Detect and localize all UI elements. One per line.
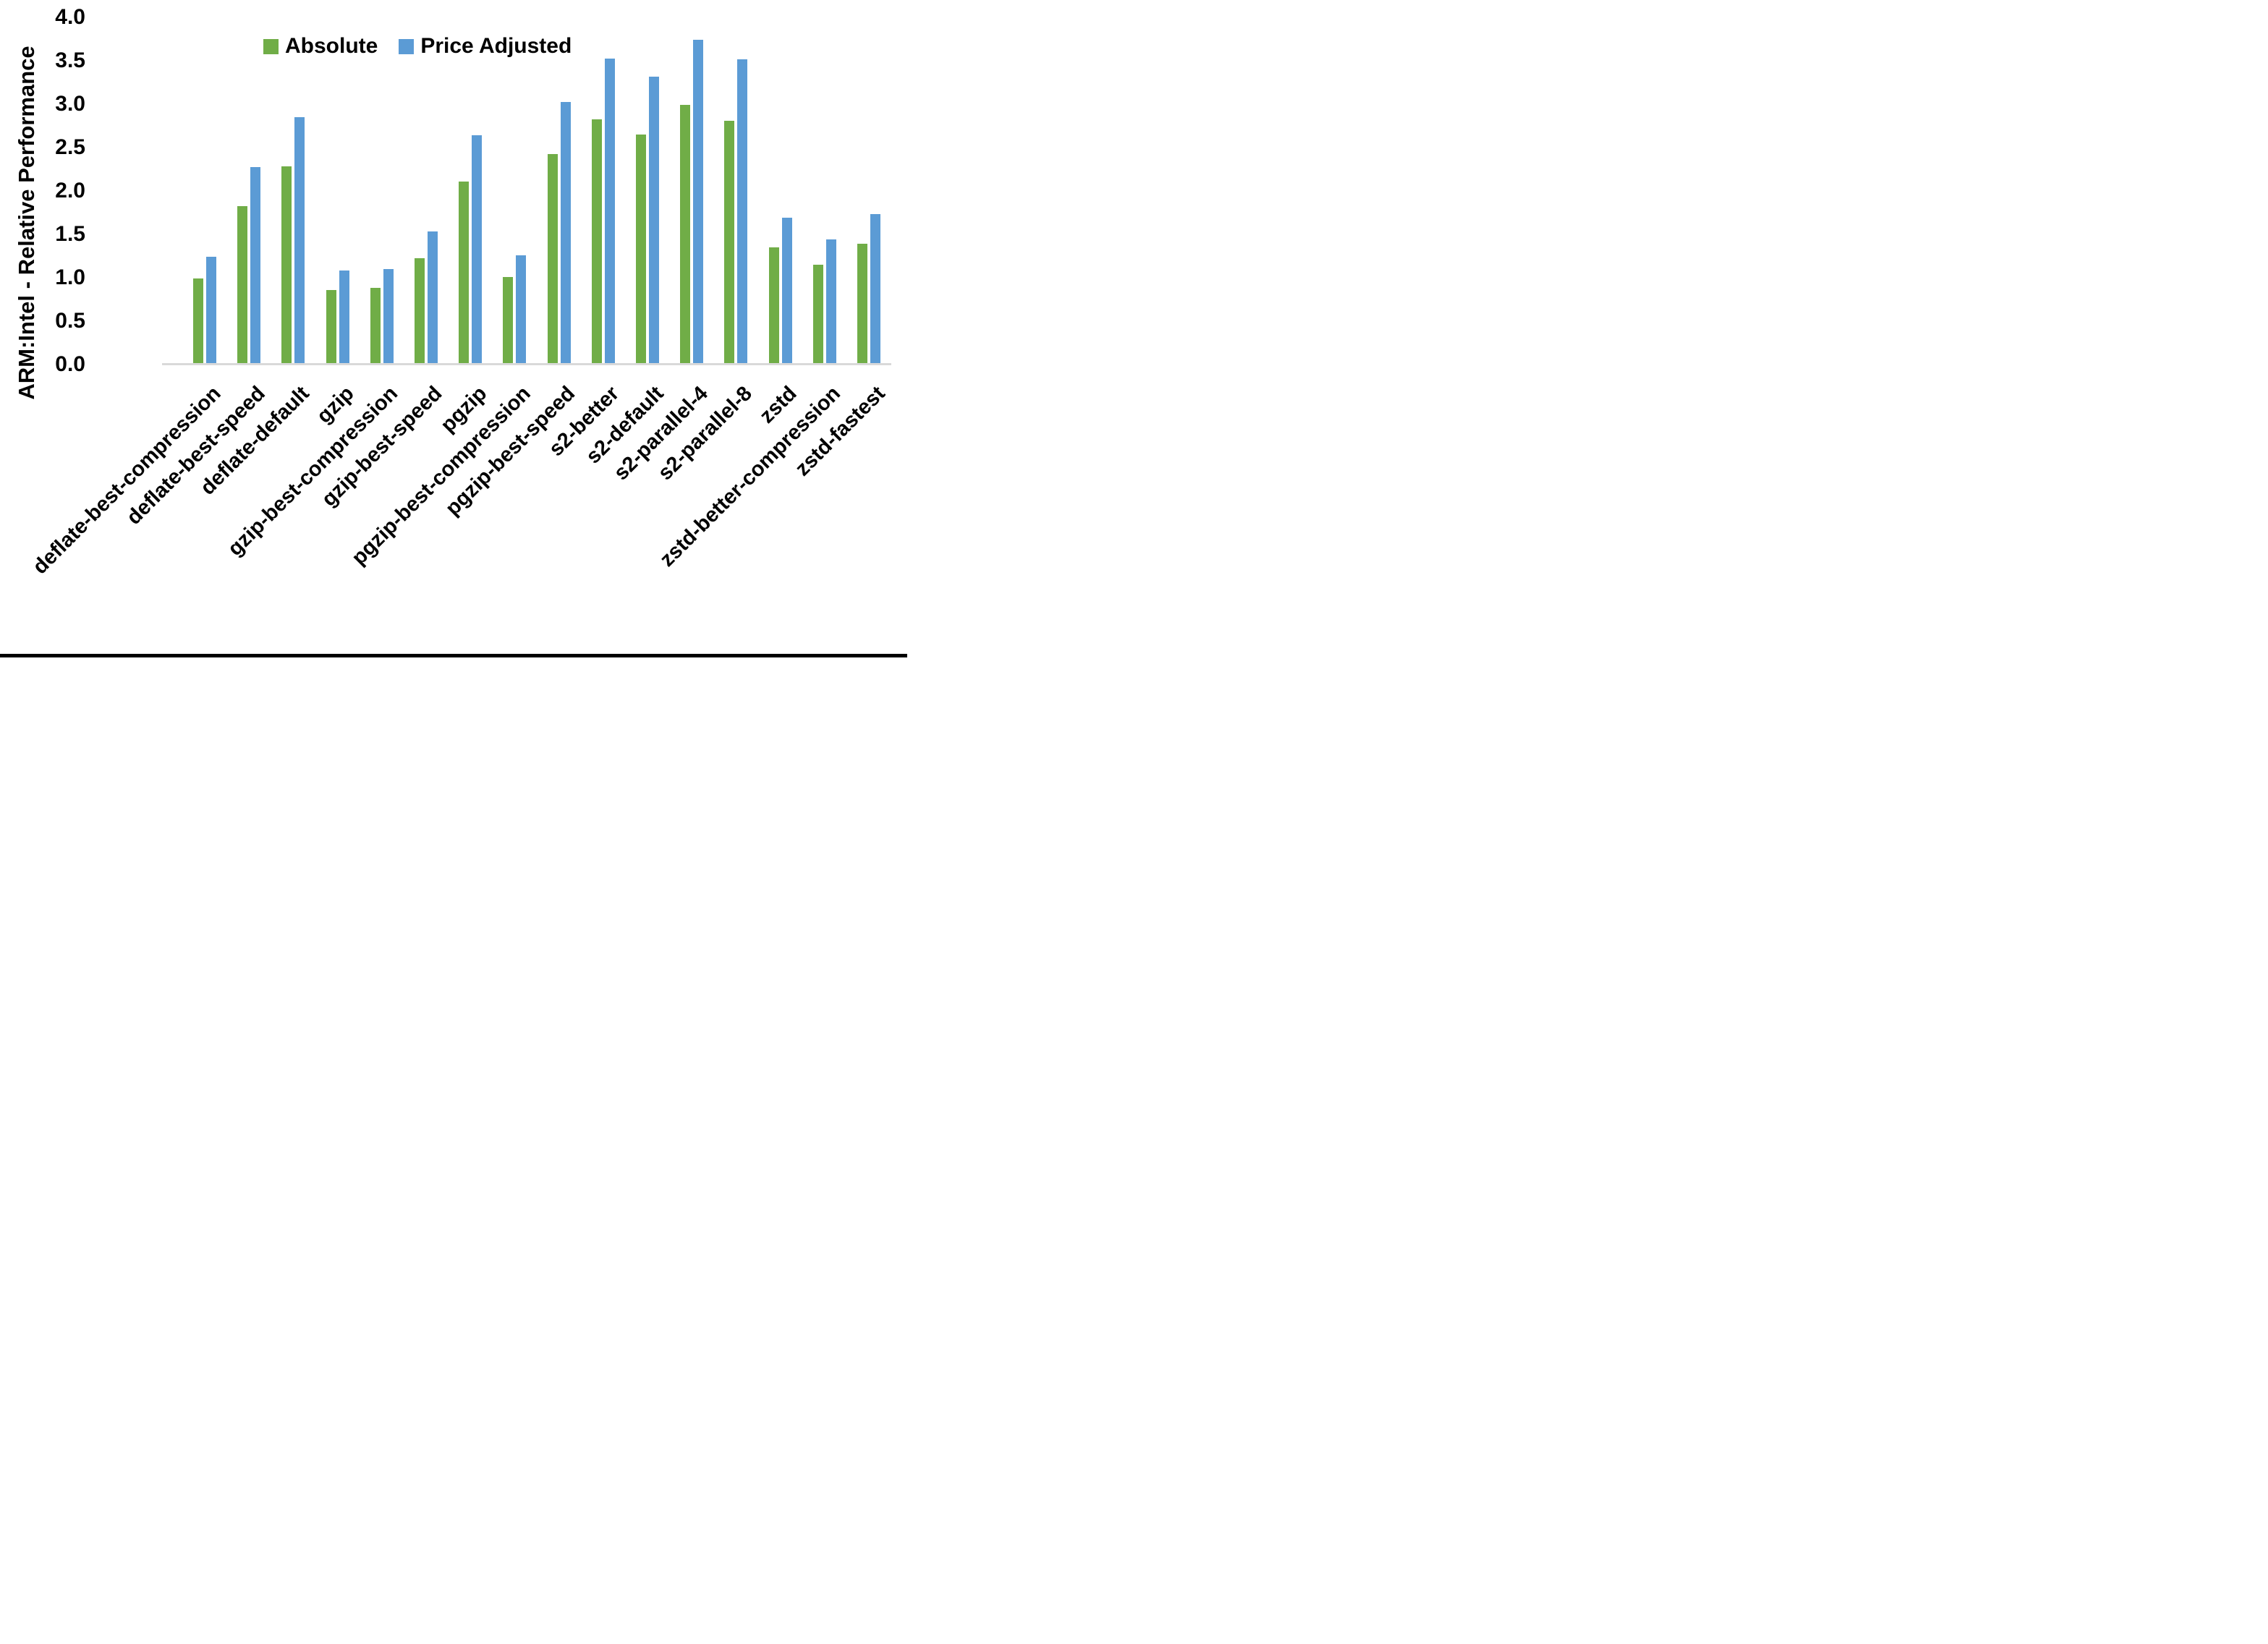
bar-price-adjusted-deflate-default <box>294 117 305 365</box>
bar-absolute-pgzip <box>459 182 470 365</box>
bar-absolute-s2-parallel-8 <box>724 121 735 365</box>
bar-price-adjusted-pgzip <box>472 135 483 365</box>
bottom-border <box>0 654 907 657</box>
bar-price-adjusted-gzip-best-compression <box>383 269 394 365</box>
y-tick-label: 3.0 <box>55 91 85 116</box>
legend-item-absolute: Absolute <box>263 34 378 59</box>
bar-price-adjusted-s2-parallel-8 <box>737 59 748 365</box>
y-tick-label: 0.5 <box>55 308 85 333</box>
bar-absolute-gzip-best-compression <box>370 288 381 365</box>
legend-label-absolute: Absolute <box>285 34 378 58</box>
y-tick-label: 0.0 <box>55 352 85 376</box>
bar-price-adjusted-s2-better <box>604 59 615 365</box>
bar-absolute-pgzip-best-speed <box>547 154 558 365</box>
y-tick-label: 3.5 <box>55 48 85 72</box>
y-tick-label: 2.5 <box>55 135 85 159</box>
bar-absolute-zstd <box>768 247 779 365</box>
legend-swatch-absolute <box>263 38 279 54</box>
bar-absolute-zstd-fastest <box>857 244 867 365</box>
bar-price-adjusted-zstd-better-compression <box>825 239 836 365</box>
bar-price-adjusted-pgzip-best-compression <box>516 255 527 365</box>
bar-absolute-s2-better <box>591 119 602 365</box>
bar-price-adjusted-zstd <box>781 218 792 365</box>
bar-absolute-gzip-best-speed <box>415 258 425 365</box>
bar-price-adjusted-s2-parallel-4 <box>693 40 704 365</box>
bar-absolute-zstd-better-compression <box>812 265 823 365</box>
bar-absolute-deflate-default <box>281 166 292 365</box>
y-tick-label: 1.5 <box>55 221 85 246</box>
bar-absolute-s2-parallel-4 <box>680 105 691 365</box>
bar-price-adjusted-deflate-best-compression <box>206 257 216 365</box>
legend: Absolute Price Adjusted <box>263 32 572 61</box>
x-axis-line <box>162 363 891 365</box>
bar-price-adjusted-pgzip-best-speed <box>560 102 571 365</box>
bar-absolute-deflate-best-speed <box>237 206 248 365</box>
legend-item-price-adjusted: Price Adjusted <box>399 34 572 59</box>
bar-price-adjusted-gzip-best-speed <box>428 231 438 365</box>
y-tick-label: 1.0 <box>55 265 85 289</box>
bar-absolute-deflate-best-compression <box>193 278 203 365</box>
legend-swatch-price-adjusted <box>399 38 415 54</box>
bar-absolute-gzip <box>326 290 336 365</box>
bar-price-adjusted-deflate-best-speed <box>250 167 261 365</box>
x-tick-label: deflate-best-compression <box>28 382 226 579</box>
bar-price-adjusted-s2-default <box>649 77 659 365</box>
y-tick-label: 2.0 <box>55 178 85 203</box>
bar-chart: ARM:Intel - Relative Performance Absolut… <box>0 0 907 657</box>
bar-price-adjusted-gzip <box>339 271 349 365</box>
bar-price-adjusted-zstd-fastest <box>870 214 880 365</box>
y-tick-label: 4.0 <box>55 4 85 29</box>
legend-label-price-adjusted: Price Adjusted <box>420 34 572 58</box>
bar-absolute-pgzip-best-compression <box>503 277 514 365</box>
bar-absolute-s2-default <box>636 135 646 365</box>
